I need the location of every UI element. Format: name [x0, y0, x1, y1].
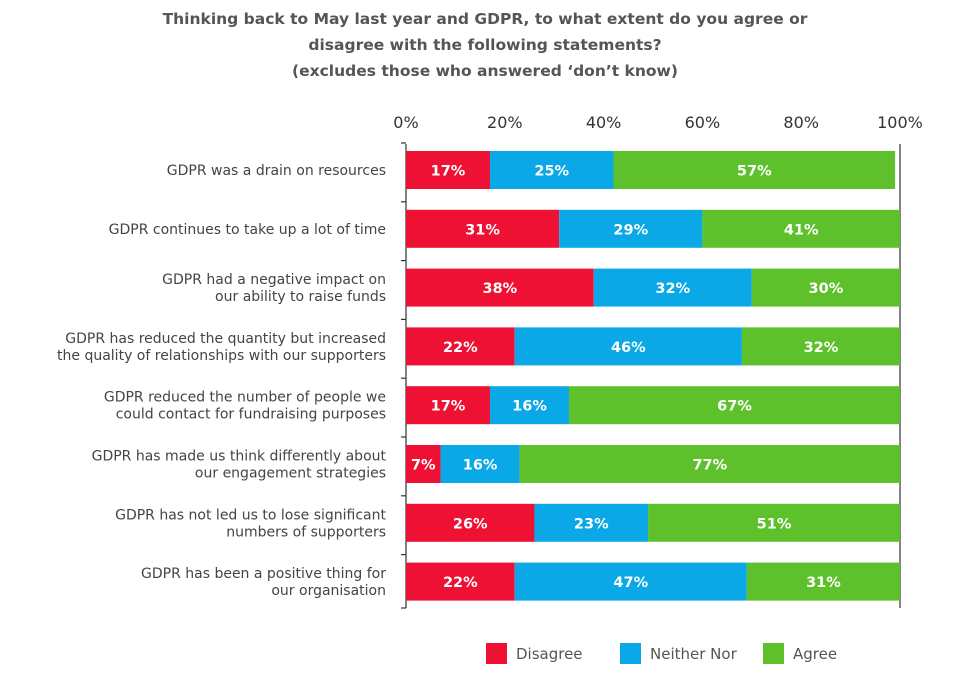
data-label: 16%	[512, 399, 547, 415]
chart-title: Thinking back to May last year and GDPR,…	[0, 6, 970, 84]
bar-segment	[406, 562, 515, 601]
legend-swatch	[486, 643, 507, 664]
bar-segments: 17% 25% 57% 31% 29% 41% 38% 32% 30% 22% 46% 32% 17% 1…	[406, 151, 900, 601]
category-label: GDPR has reduced the quantity but increa…	[57, 331, 386, 364]
category-label-line: GDPR has not led us to lose significant	[115, 507, 386, 523]
x-tick-label: 40%	[586, 113, 622, 132]
data-label: 22%	[443, 575, 478, 591]
bar-segment	[751, 268, 900, 307]
data-label: 25%	[534, 164, 569, 180]
bar-segment	[406, 503, 535, 542]
data-label: 17%	[431, 164, 466, 180]
bar-segment	[514, 327, 742, 366]
bar-segment	[440, 445, 520, 483]
data-label: 32%	[655, 281, 690, 297]
category-label-line: GDPR has made us think differently about	[92, 449, 387, 465]
bar-segment	[406, 151, 490, 189]
data-label: 67%	[717, 399, 752, 415]
category-label-line: could contact for fundraising purposes	[116, 407, 386, 423]
x-tick-label: 60%	[685, 113, 721, 132]
category-label-line: our engagement strategies	[195, 466, 386, 482]
data-label: 23%	[574, 516, 609, 532]
category-label: GDPR had a negative impact on our ability…	[162, 272, 386, 305]
data-label: 77%	[692, 458, 727, 474]
data-label: 26%	[453, 516, 488, 532]
category-label: GDPR reduced the number of people we coul…	[104, 390, 386, 423]
x-tick-label: 100%	[877, 113, 923, 132]
bar-segment	[519, 445, 900, 483]
x-tick-label: 20%	[487, 113, 523, 132]
legend-swatch	[763, 643, 784, 664]
bar-segment	[406, 209, 560, 248]
category-label-line: GDPR has reduced the quantity but increa…	[65, 331, 386, 347]
data-label: 51%	[757, 516, 792, 532]
category-label: GDPR was a drain on resources	[167, 163, 386, 179]
category-label-line: GDPR was a drain on resources	[167, 163, 386, 179]
data-label: 31%	[806, 575, 841, 591]
category-label: GDPR has been a positive thing for our or…	[141, 566, 386, 599]
bar-segment	[406, 445, 441, 483]
x-tick-label: 0%	[393, 113, 418, 132]
title-line-3: (excludes those who answered ‘don’t know…	[292, 62, 678, 80]
bar-segment	[569, 386, 900, 425]
data-label: 41%	[784, 222, 819, 238]
data-label: 47%	[613, 575, 648, 591]
bar-segment	[406, 327, 515, 366]
category-label-line: GDPR reduced the number of people we	[104, 390, 386, 406]
title-line-2: disagree with the following statements?	[308, 36, 662, 54]
legend-label: Disagree	[516, 645, 583, 663]
bar-segment	[406, 386, 490, 425]
data-label: 31%	[465, 222, 500, 238]
bar-segment	[613, 151, 896, 189]
category-label-line: numbers of supporters	[226, 524, 386, 540]
category-label-line: the quality of relationships with our su…	[57, 348, 386, 364]
data-label: 57%	[737, 164, 772, 180]
data-label: 16%	[463, 458, 498, 474]
bar-segment	[406, 268, 594, 307]
data-label: 32%	[804, 340, 839, 356]
bar-segment	[702, 209, 900, 248]
legend-swatch	[620, 643, 641, 664]
bar-segment	[489, 386, 570, 425]
bar-segment	[648, 503, 900, 542]
category-label-line: GDPR has been a positive thing for	[141, 566, 386, 582]
bar-segment	[741, 327, 900, 366]
legend: Disagree Neither Nor Agree	[486, 643, 837, 664]
title-line-1: Thinking back to May last year and GDPR,…	[162, 10, 808, 28]
category-label-line: GDPR continues to take up a lot of time	[109, 222, 386, 238]
legend-label: Agree	[793, 645, 837, 663]
bar-segment	[514, 562, 747, 601]
data-label: 22%	[443, 340, 478, 356]
data-label: 29%	[613, 222, 648, 238]
x-tick-label: 80%	[783, 113, 819, 132]
data-label: 17%	[431, 399, 466, 415]
bar-segment	[559, 209, 703, 248]
data-label: 7%	[411, 458, 436, 474]
bar-segment	[489, 151, 614, 189]
bar-segment	[593, 268, 752, 307]
category-labels: GDPR was a drain on resources GDPR contin…	[57, 163, 386, 599]
category-label: GDPR has made us think differently about…	[92, 449, 387, 482]
legend-label: Neither Nor	[650, 645, 738, 663]
category-label: GDPR continues to take up a lot of time	[109, 222, 386, 238]
category-label-line: our ability to raise funds	[215, 289, 386, 305]
bar-segment	[534, 503, 649, 542]
data-label: 46%	[611, 340, 646, 356]
bar-segment	[746, 562, 900, 601]
category-label-line: our organisation	[271, 583, 386, 599]
x-axis-ticks: 0% 20% 40% 60% 80% 100%	[393, 113, 923, 132]
category-label: GDPR has not led us to lose significant n…	[115, 507, 386, 540]
data-label: 30%	[809, 281, 844, 297]
data-label: 38%	[483, 281, 518, 297]
category-label-line: GDPR had a negative impact on	[162, 272, 386, 288]
